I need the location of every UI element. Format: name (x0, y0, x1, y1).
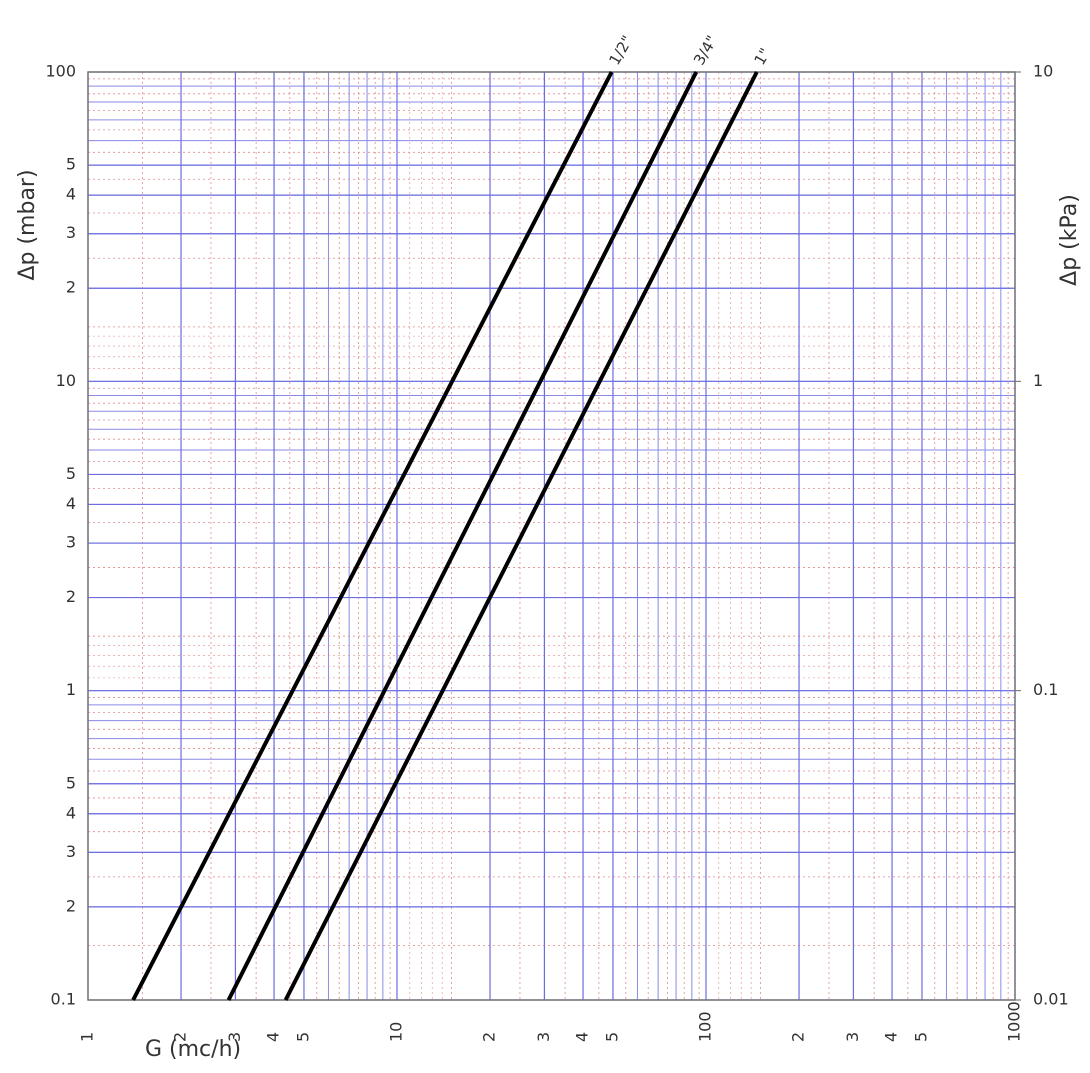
y-tick-label: 3 (66, 223, 76, 242)
x-tick-label: 5 (911, 1032, 930, 1042)
series-label: 1" (751, 45, 775, 68)
y2-tick-label: 10 (1033, 62, 1053, 81)
y-tick-label: 100 (45, 62, 76, 81)
x-tick-label: 2 (480, 1032, 499, 1042)
y2-tick-label: 0.1 (1033, 680, 1058, 699)
x-tick-label: 2 (789, 1032, 808, 1042)
y-tick-label: 4 (66, 803, 76, 822)
y2-axis-title: Δp (kPa) (1057, 194, 1082, 286)
y-tick-label: 4 (66, 185, 76, 204)
y-tick-label: 5 (66, 773, 76, 792)
y-tick-label: 5 (66, 464, 76, 483)
y-tick-label: 3 (66, 533, 76, 552)
y2-tick-label: 0.01 (1033, 990, 1069, 1009)
x-tick-label: 4 (882, 1032, 901, 1042)
x-tick-label: 4 (573, 1032, 592, 1042)
x-tick-label: 5 (293, 1032, 312, 1042)
series-line (283, 71, 759, 1001)
y-tick-label: 0.1 (51, 990, 76, 1009)
y-tick-label: 5 (66, 155, 76, 174)
x-tick-label: 3 (534, 1032, 553, 1042)
y-axis-title: Δp (mbar) (15, 169, 40, 280)
minor-grid (88, 72, 1015, 1000)
x-tick-label: 3 (843, 1032, 862, 1042)
y2-tick-label: 1 (1033, 371, 1043, 390)
y-tick-label: 10 (56, 371, 76, 390)
x-tick-label: 5 (602, 1032, 621, 1042)
x-tick-label: 4 (264, 1032, 283, 1042)
series-line (226, 71, 699, 1001)
series-line (131, 71, 614, 1001)
x-tick-label: 1000 (1005, 1001, 1024, 1042)
y-tick-label: 3 (66, 842, 76, 861)
x-tick-label: 10 (387, 1022, 406, 1042)
x-axis-title: G (mc/h) (145, 1037, 241, 1062)
y-tick-label: 4 (66, 494, 76, 513)
y-tick-label: 1 (66, 680, 76, 699)
series-label: 1/2" (605, 32, 636, 68)
x-tick-label: 100 (696, 1011, 715, 1042)
x-tick-label: 1 (78, 1032, 97, 1042)
x-tick-label: 3 (225, 1032, 244, 1042)
y-tick-label: 2 (66, 587, 76, 606)
series-label: 3/4" (690, 32, 721, 68)
x-tick-label: 2 (171, 1032, 190, 1042)
y-tick-label: 2 (66, 278, 76, 297)
plot-frame (87, 71, 1016, 1001)
y-tick-label: 2 (66, 896, 76, 915)
